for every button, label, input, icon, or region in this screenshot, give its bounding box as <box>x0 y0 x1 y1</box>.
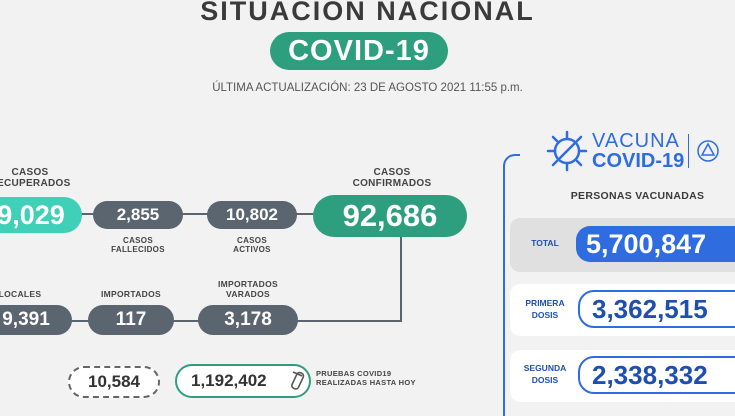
vacuna-total-label: TOTAL <box>531 238 559 248</box>
importados-varados-label: IMPORTADOS VARADOS <box>218 279 278 299</box>
virus-icon <box>546 130 588 177</box>
importados-value: 117 <box>88 305 174 335</box>
fallecidos-value: 2,855 <box>93 201 183 229</box>
page-title: SITUACIÓN NACIONAL <box>200 0 535 26</box>
coat-of-arms-icon <box>696 138 720 169</box>
vacuna-segunda-value: 2,338,332 <box>578 356 735 394</box>
vacuna-logo-line1: VACUNA <box>592 130 680 152</box>
importados-label: IMPORTADOS <box>101 289 161 299</box>
importados-varados-value: 3,178 <box>198 305 298 335</box>
pruebas-dia-value: 10,584 <box>68 366 160 398</box>
connector-top <box>60 213 330 215</box>
pruebas-total-value: 1,192,402 <box>191 371 267 390</box>
vacuna-primera-label: PRIMERA DOSIS <box>525 298 565 320</box>
activos-value: 10,802 <box>207 201 297 229</box>
covid-badge: COVID-19 <box>270 32 448 70</box>
vacuna-logo-line2: COVID-19 <box>592 150 685 172</box>
vacuna-segunda-label: SEGUNDA DOSIS <box>523 363 567 385</box>
recuperados-label: CASOS RECUPERADOS <box>0 167 71 189</box>
recuperados-value: 9,029 <box>0 197 82 233</box>
pruebas-label: PRUEBAS COVID19 REALIZADAS HASTA HOY <box>316 369 416 387</box>
pruebas-total-box: 1,192,402 <box>175 364 311 398</box>
vacuna-primera-value: 3,362,515 <box>578 290 735 328</box>
locales-value: 9,391 <box>0 305 72 335</box>
vacuna-logo: VACUNA COVID-19 <box>520 126 735 176</box>
test-tube-icon <box>289 371 305 396</box>
activos-label: CASOS ACTIVOS <box>233 236 271 254</box>
vacunados-subtitle: PERSONAS VACUNADAS <box>570 190 705 202</box>
confirmados-value: 92,686 <box>313 195 467 237</box>
fallecidos-label: CASOS FALLECIDOS <box>111 236 165 254</box>
connector-vertical <box>400 230 402 322</box>
last-updated: ÚLTIMA ACTUALIZACIÓN: 23 DE AGOSTO 2021 … <box>212 82 523 94</box>
confirmados-label: CASOS CONFIRMADOS <box>352 167 432 189</box>
vacuna-total-value: 5,700,847 <box>576 226 735 262</box>
locales-label: LOCALES <box>0 289 42 299</box>
logo-divider <box>688 134 689 168</box>
